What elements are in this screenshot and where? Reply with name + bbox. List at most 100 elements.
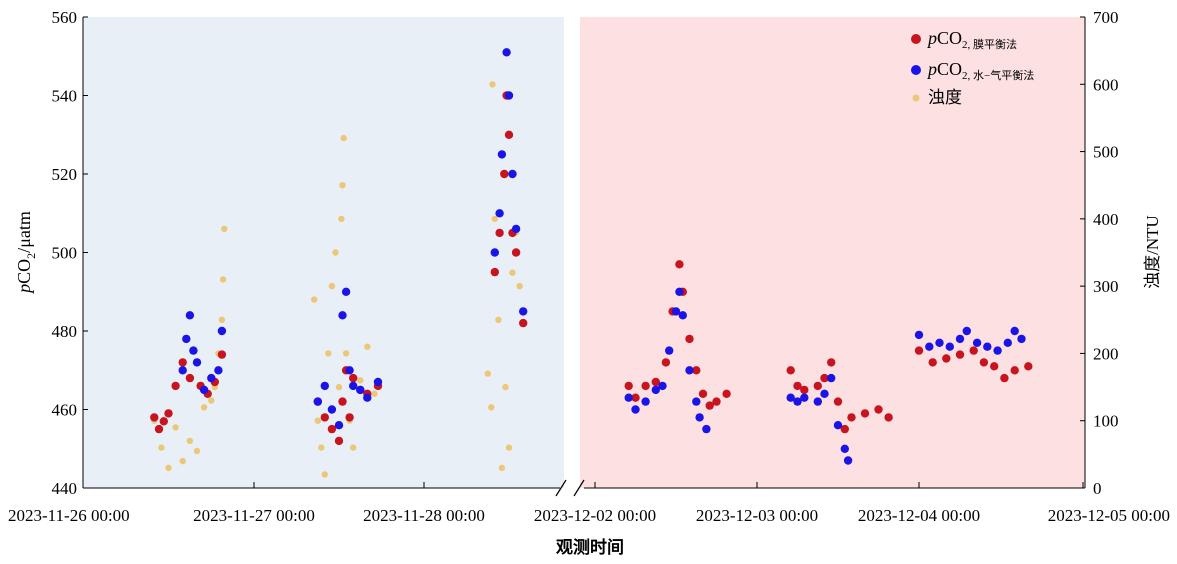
- right-y-axis-label: 浊度/NTU: [1143, 215, 1162, 289]
- water-gas-point: [631, 405, 640, 414]
- turbidity-point: [335, 383, 343, 391]
- water-gas-point: [334, 421, 344, 430]
- turbidity-point: [489, 81, 496, 88]
- water-gas-point: [793, 397, 802, 406]
- membrane-series: [150, 91, 1033, 446]
- y-label-main: CO: [14, 259, 34, 284]
- x-tick-label: 2023-11-27 00:00: [193, 506, 315, 525]
- water-gas-point: [935, 338, 944, 347]
- membrane-point: [675, 260, 684, 269]
- membrane-point: [692, 366, 701, 375]
- left-y-tick-label: 500: [52, 244, 78, 263]
- water-gas-point: [192, 358, 202, 367]
- left-y-tick-label: 480: [52, 322, 78, 341]
- turbidity-point: [325, 350, 332, 357]
- membrane-point: [685, 334, 694, 344]
- left-y-tick-label: 560: [52, 8, 78, 27]
- turbidity-point: [158, 444, 165, 451]
- legend-sub: 2, 膜平衡法: [962, 37, 1017, 51]
- turbidity-point: [165, 464, 172, 471]
- left-y-tick-label: 460: [52, 401, 78, 420]
- membrane-point: [722, 389, 731, 398]
- water-gas-point: [945, 342, 954, 351]
- water-gas-series: [178, 48, 1026, 465]
- membrane-point: [334, 436, 344, 446]
- legend-marker: [912, 94, 920, 102]
- y-label-sub: 2: [24, 253, 38, 259]
- water-gas-point: [207, 373, 216, 383]
- legend-main: CO: [937, 59, 962, 79]
- membrane-point: [800, 385, 809, 395]
- membrane-point: [345, 413, 354, 422]
- turbidity-point: [498, 464, 506, 471]
- turbidity-point: [340, 134, 347, 142]
- membrane-point: [1024, 362, 1033, 371]
- water-gas-point: [338, 311, 347, 320]
- right-y-tick-label: 500: [1093, 143, 1119, 162]
- points-layer: [150, 48, 1033, 478]
- water-gas-point: [983, 342, 992, 351]
- membrane-point: [860, 409, 870, 418]
- turbidity-point: [208, 397, 215, 404]
- membrane-point: [171, 381, 180, 391]
- water-gas-point: [320, 381, 329, 391]
- water-gas-point: [356, 385, 365, 395]
- water-gas-point: [624, 393, 633, 402]
- legend-label: pCO2, 膜平衡法: [926, 28, 1017, 51]
- membrane-point: [150, 413, 159, 422]
- membrane-point: [320, 413, 329, 422]
- membrane-point: [349, 373, 358, 383]
- membrane-point: [914, 346, 924, 355]
- turbidity-point: [328, 282, 336, 290]
- water-gas-point: [349, 381, 358, 391]
- water-gas-point: [962, 326, 971, 336]
- legend-label: pCO2, 水−气平衡法: [926, 59, 1034, 82]
- turbidity-point: [172, 424, 179, 431]
- water-gas-point: [914, 330, 924, 340]
- water-gas-point: [695, 413, 704, 422]
- water-gas-point: [955, 334, 965, 344]
- membrane-point: [969, 346, 978, 355]
- water-gas-point: [217, 326, 227, 336]
- water-gas-point: [800, 393, 809, 402]
- membrane-point: [827, 358, 836, 367]
- membrane-point: [928, 358, 937, 367]
- membrane-point: [813, 381, 822, 391]
- membrane-point: [955, 350, 965, 359]
- turbidity-point: [219, 276, 227, 283]
- water-gas-point: [502, 48, 511, 57]
- water-gas-point: [497, 150, 507, 159]
- axis-break-mark: [555, 479, 567, 497]
- water-gas-point: [993, 346, 1002, 355]
- legend-marker: [911, 34, 921, 44]
- water-gas-point: [508, 169, 517, 179]
- axes-layer: 440 460 480 500 520 540 560 0 100 200 300 400 500 600…: [8, 8, 1170, 525]
- water-gas-point: [833, 421, 843, 430]
- right-y-tick-label: 0: [1093, 479, 1102, 498]
- membrane-point: [338, 397, 347, 406]
- membrane-point: [979, 358, 989, 367]
- turbidity-point: [491, 215, 498, 223]
- left-y-tick-label: 520: [52, 165, 78, 184]
- water-gas-point: [345, 366, 354, 375]
- water-gas-point: [313, 397, 322, 406]
- water-gas-point: [373, 377, 383, 387]
- x-tick-label: 2023-11-26 00:00: [8, 506, 130, 525]
- water-gas-point: [685, 366, 694, 375]
- x-tick-label: 2023-12-02 00:00: [534, 506, 656, 525]
- membrane-point: [519, 318, 528, 328]
- water-gas-point: [178, 366, 187, 375]
- turbidity-point: [509, 269, 516, 276]
- membrane-point: [820, 373, 829, 383]
- water-gas-point: [820, 389, 829, 398]
- y-label-suffix: /μatm: [14, 211, 34, 253]
- membrane-point: [990, 362, 999, 371]
- water-gas-point: [214, 366, 223, 375]
- water-gas-point: [511, 224, 521, 234]
- water-gas-point: [813, 397, 822, 406]
- turbidity-point: [338, 215, 345, 223]
- membrane-point: [840, 424, 849, 434]
- membrane-point: [833, 397, 843, 406]
